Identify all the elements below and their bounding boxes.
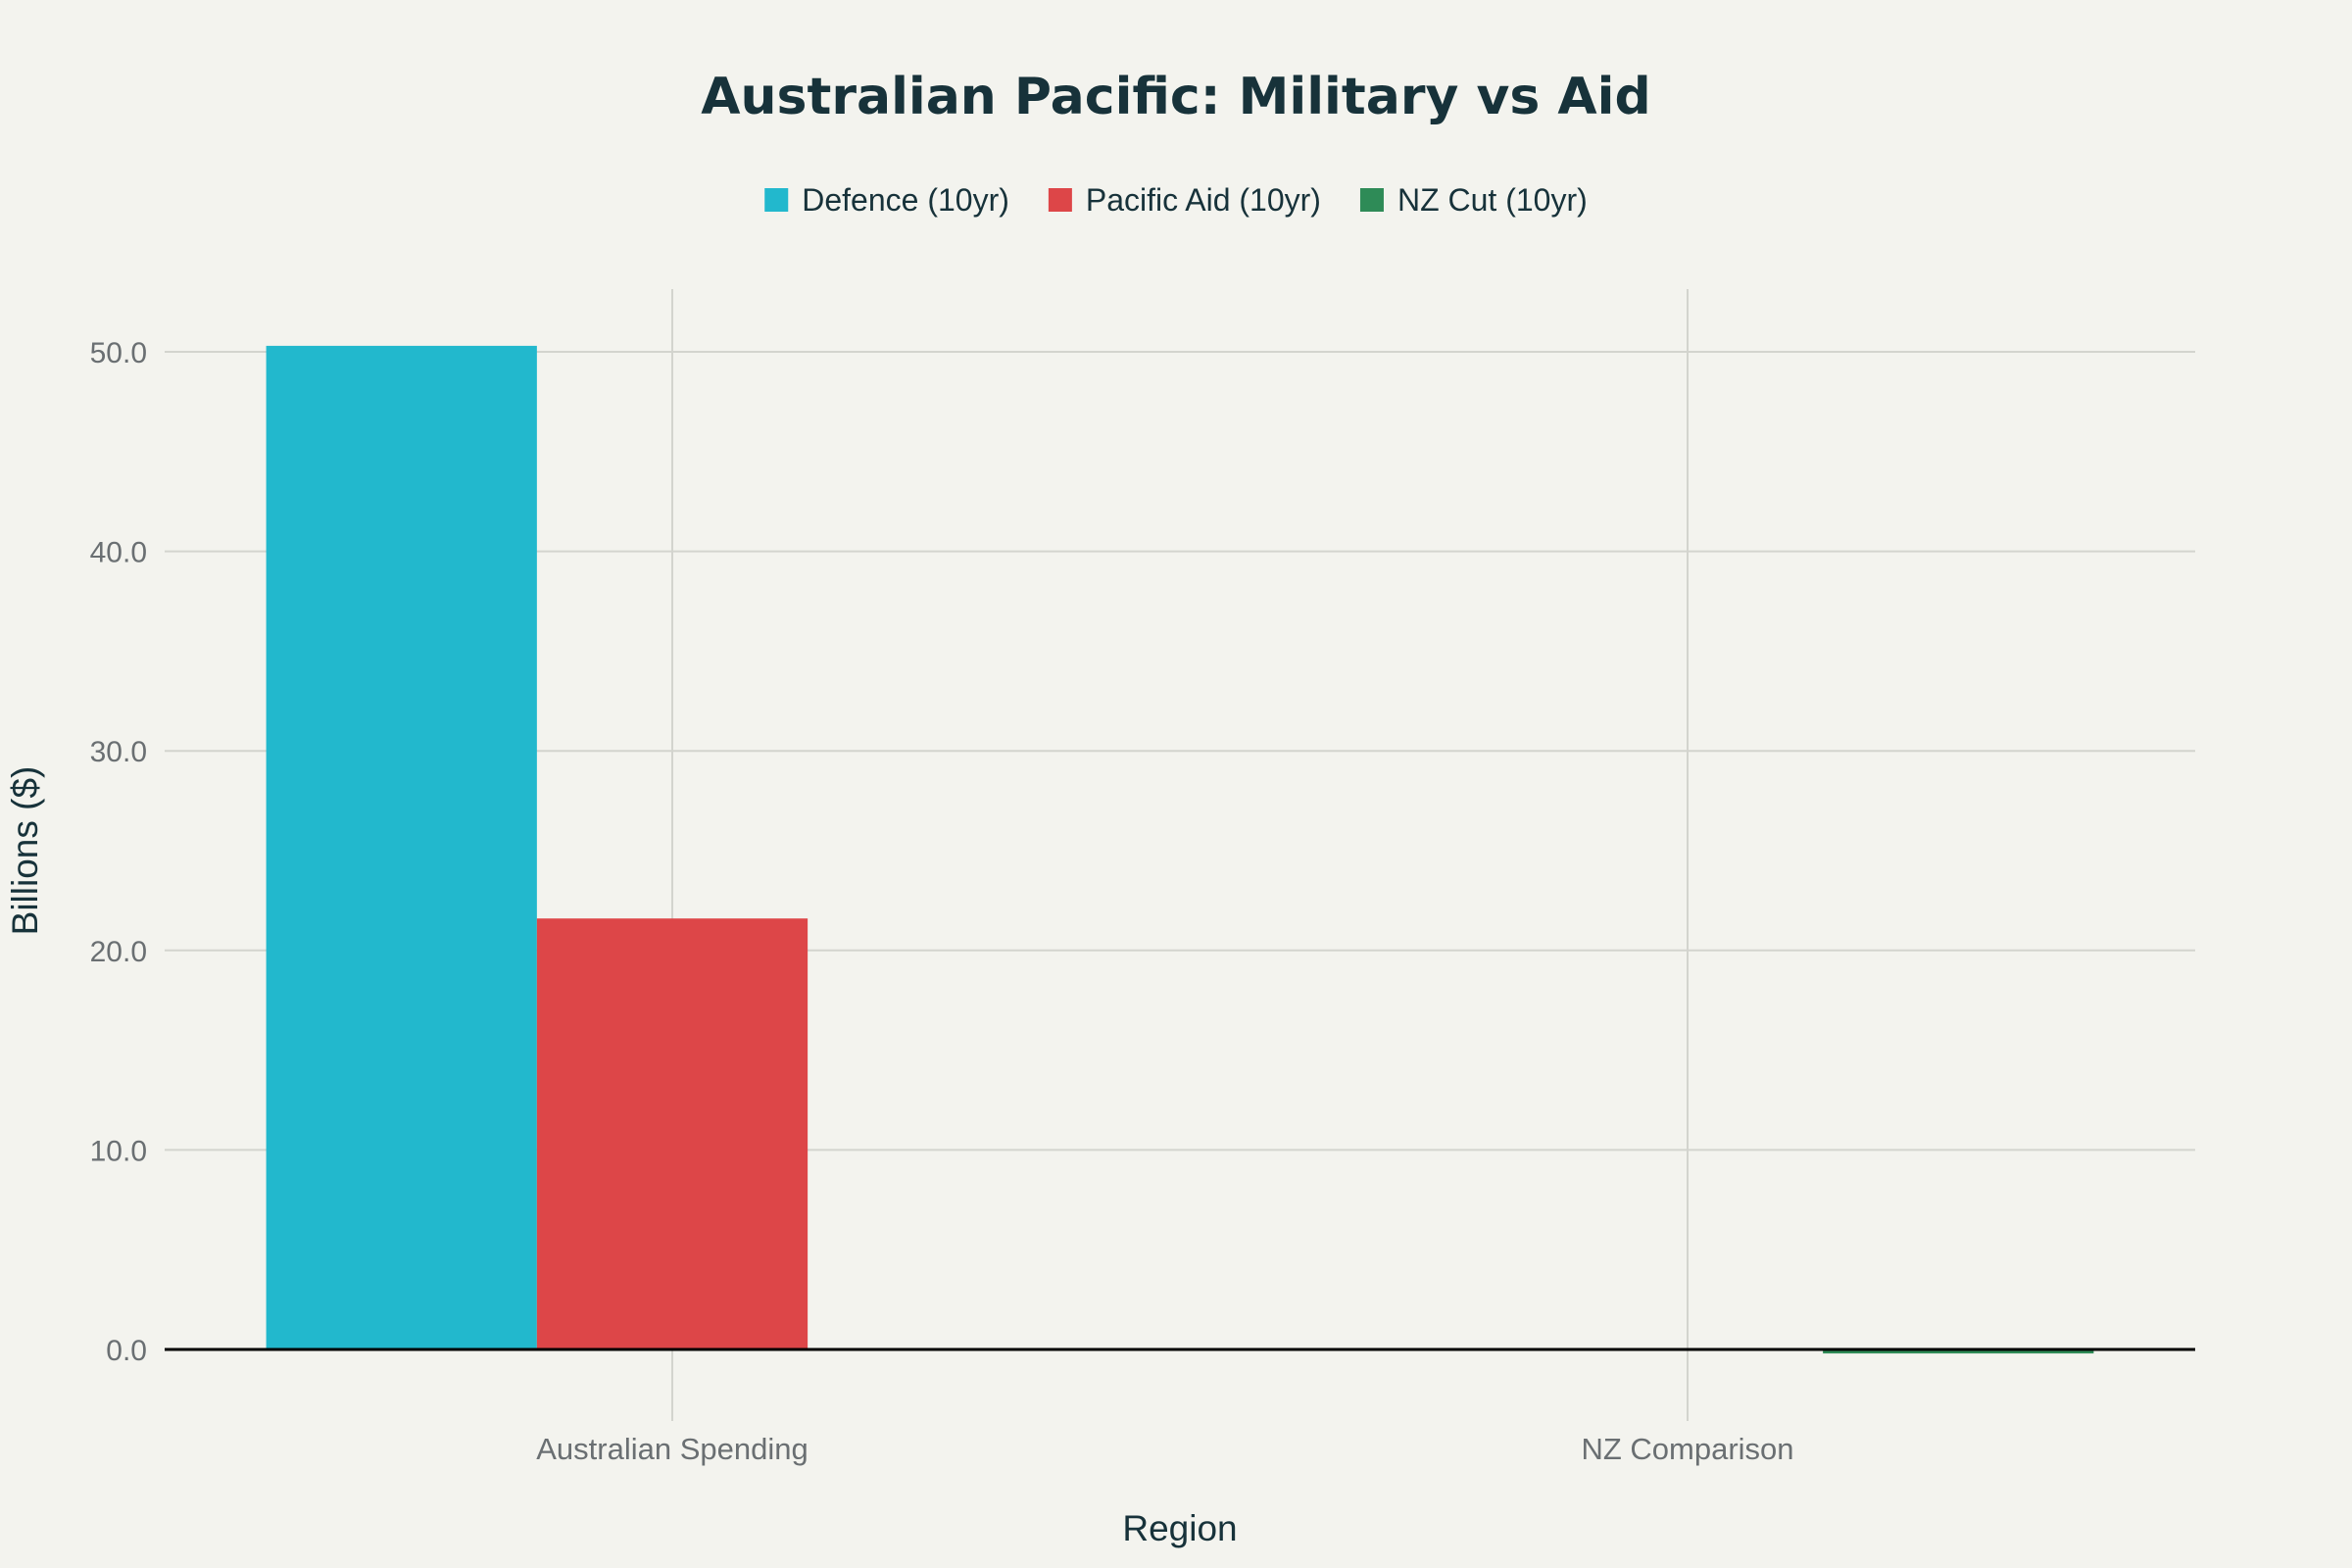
y-tick-label: 10.0 — [90, 1135, 147, 1167]
legend-label: Pacific Aid (10yr) — [1086, 182, 1321, 218]
bar-pacific-aid-10yr-australian-spending — [536, 918, 808, 1349]
legend-swatch — [764, 188, 789, 212]
x-axis-title: Region — [1122, 1508, 1237, 1548]
bar-defence-10yr-australian-spending — [266, 345, 537, 1350]
x-tick-label: NZ Comparison — [1581, 1432, 1793, 1466]
y-tick-label: 30.0 — [90, 736, 147, 768]
y-tick-label: 50.0 — [90, 337, 147, 369]
x-tick-label: Australian Spending — [536, 1432, 808, 1466]
x-axis-ticks: Australian Spending NZ Comparison — [536, 1432, 1793, 1466]
bars — [266, 345, 2094, 1354]
legend-label: Defence (10yr) — [802, 182, 1009, 218]
legend-label: NZ Cut (10yr) — [1397, 182, 1588, 218]
legend-item-defence-10yr[interactable]: Defence (10yr) — [764, 182, 1009, 218]
legend: Defence (10yr) Pacific Aid (10yr) NZ Cut (… — [764, 182, 1588, 218]
chart-title: Australian Pacific: Military vs Aid — [701, 68, 1650, 126]
bar-nz-cut-10yr-nz-comparison — [1823, 1349, 2094, 1354]
legend-item-nz-cut-10yr[interactable]: NZ Cut (10yr) — [1359, 182, 1588, 218]
y-axis-title: Billions ($) — [5, 766, 45, 936]
legend-item-pacific-aid-10yr[interactable]: Pacific Aid (10yr) — [1048, 182, 1321, 218]
y-tick-label: 40.0 — [90, 537, 147, 569]
legend-swatch — [1359, 188, 1384, 212]
y-tick-label: 20.0 — [90, 936, 147, 968]
y-tick-label: 0.0 — [106, 1335, 147, 1367]
y-axis-ticks: 0.0 10.0 20.0 30.0 40.0 50.0 — [90, 337, 147, 1367]
legend-swatch — [1048, 188, 1072, 212]
